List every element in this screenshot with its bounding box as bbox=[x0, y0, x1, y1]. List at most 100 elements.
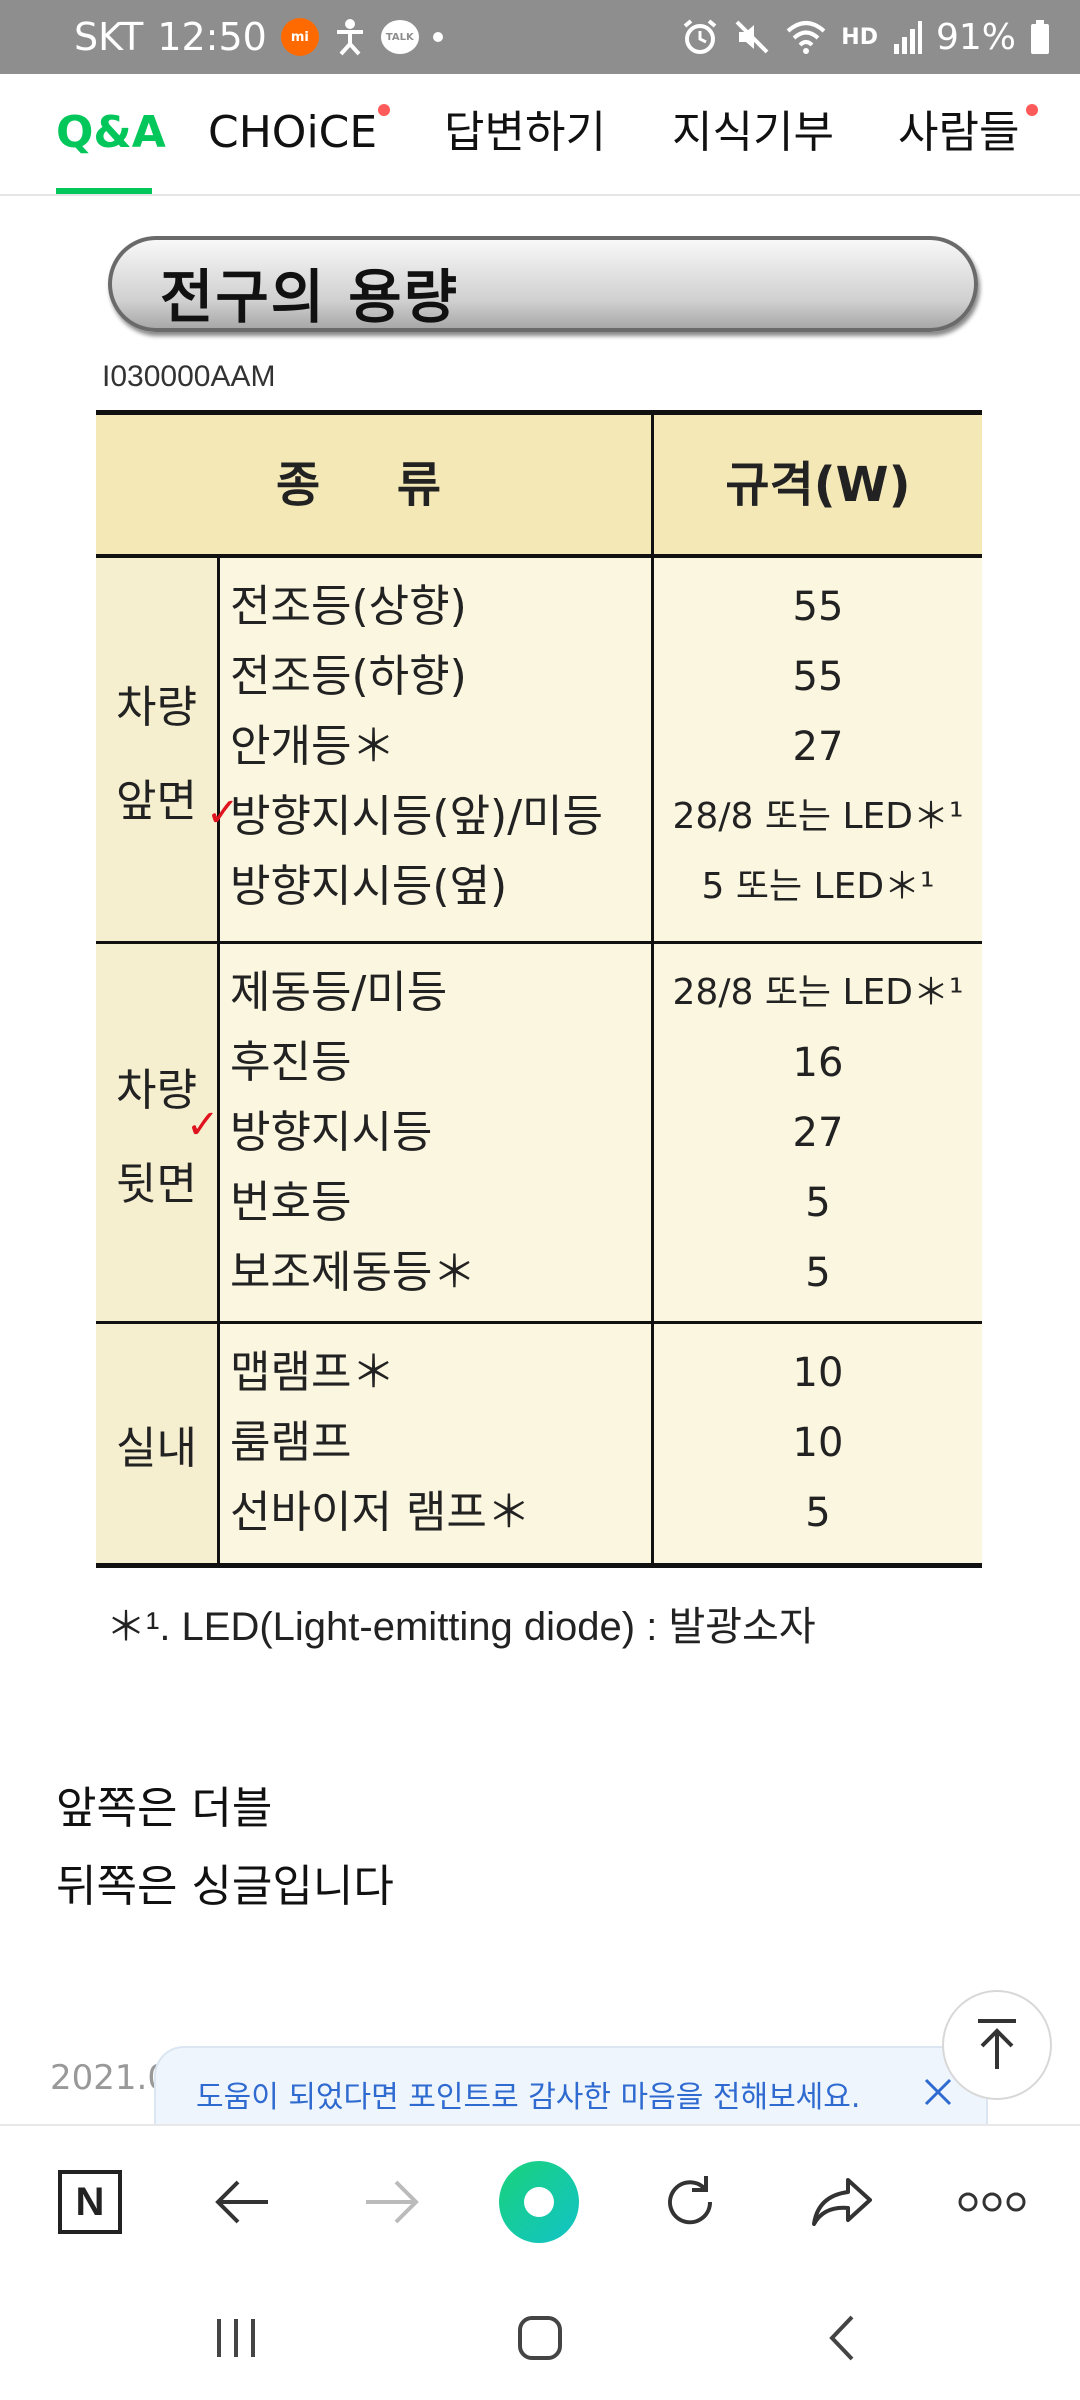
forward-arrow-icon bbox=[366, 2180, 419, 2224]
green-dot-icon bbox=[499, 2161, 579, 2243]
group-items: 맵램프＊ 룸램프 선바이저 램프＊ bbox=[220, 1324, 654, 1563]
table-row-spec: 5 bbox=[805, 1180, 831, 1226]
table-row-item: 전조등(하향) bbox=[230, 651, 467, 702]
home-icon bbox=[518, 2316, 562, 2360]
system-back-button[interactable] bbox=[802, 2298, 882, 2378]
naver-home-button[interactable]: N bbox=[50, 2162, 130, 2242]
alarm-icon bbox=[681, 18, 719, 56]
table-row-item: 전조등(상향) bbox=[230, 581, 467, 632]
answer-line: 앞쪽은 더블 bbox=[56, 1783, 273, 1834]
tab-qna[interactable]: Q&A bbox=[56, 107, 166, 158]
signal-icon bbox=[892, 20, 922, 54]
home-button[interactable] bbox=[500, 2298, 580, 2378]
scroll-to-top-button[interactable] bbox=[942, 1990, 1052, 2100]
table-row-item: 방향지시등(앞)/미등 bbox=[230, 791, 603, 842]
mi-app-icon: mi bbox=[280, 18, 319, 56]
arrow-up-icon bbox=[978, 2019, 1016, 2069]
more-notifications-icon bbox=[432, 32, 443, 42]
category-tabs: Q&A CHOiCE 답변하기 지식기부 사람들 bbox=[0, 74, 1080, 196]
table-group-rear: 차량 뒷면 제동등/미등 후진등 방향지시등 번호등 보조제동등＊ 28/8 또… bbox=[96, 944, 982, 1324]
manual-title: 전구의 용량 bbox=[160, 263, 459, 331]
hd-voice-icon: HD bbox=[841, 24, 878, 50]
table-row-item: 선바이저 램프＊ bbox=[230, 1487, 531, 1538]
clock: 12:50 bbox=[157, 15, 267, 59]
tab-choice[interactable]: CHOiCE bbox=[208, 107, 378, 158]
recent-apps-button[interactable] bbox=[196, 2298, 276, 2378]
red-check-mark: ✓ bbox=[206, 790, 240, 836]
new-indicator-dot bbox=[1026, 104, 1038, 116]
system-navigation-bar bbox=[0, 2276, 1080, 2400]
group-label-line: 차량 bbox=[116, 1064, 197, 1116]
kakaotalk-icon: TALK bbox=[380, 20, 419, 54]
table-header: 종 류 규격(W) bbox=[96, 410, 982, 558]
table-row-item: 안개등＊ bbox=[230, 721, 396, 772]
table-row-spec: 55 bbox=[792, 584, 844, 630]
header-spec: 규격(W) bbox=[725, 457, 911, 513]
table-row-spec: 5 bbox=[805, 1250, 831, 1296]
group-label: 차량 뒷면 bbox=[96, 944, 220, 1321]
status-left: SKT 12:50 mi TALK bbox=[74, 0, 443, 74]
group-label: 실내 bbox=[96, 1324, 220, 1563]
green-dot-button[interactable] bbox=[499, 2161, 579, 2243]
table-group-front: 차량 앞면 전조등(상향) 전조등(하향) 안개등＊ 방향지시등(앞)/미등 방… bbox=[96, 558, 982, 944]
table-row-item: 후진등 bbox=[230, 1037, 352, 1088]
back-button[interactable] bbox=[202, 2162, 282, 2242]
chevron-left-icon bbox=[829, 2315, 854, 2361]
manual-footnote: ＊¹. LED(Light-emitting diode) : 발광소자 bbox=[106, 1605, 816, 1649]
table-row-spec: 5 bbox=[805, 1490, 831, 1536]
table-row-spec: 27 bbox=[792, 1110, 844, 1156]
more-icon bbox=[958, 2192, 1026, 2212]
battery-percent: 91% bbox=[935, 16, 1016, 58]
table-row-spec: 5 또는 LED＊¹ bbox=[701, 866, 935, 907]
table-group-interior: 실내 맵램프＊ 룸램프 선바이저 램프＊ 10 10 5 bbox=[96, 1324, 982, 1568]
table-row-spec: 55 bbox=[792, 654, 844, 700]
table-row-spec: 10 bbox=[792, 1350, 844, 1396]
header-kind: 종 류 bbox=[96, 415, 654, 555]
table-row-spec: 28/8 또는 LED＊¹ bbox=[672, 972, 964, 1013]
status-right: HD 91% bbox=[681, 0, 1050, 74]
group-specs: 10 10 5 bbox=[654, 1324, 982, 1563]
battery-icon bbox=[1030, 20, 1050, 54]
active-tab-indicator bbox=[56, 188, 152, 194]
refresh-icon bbox=[668, 2176, 713, 2225]
table-row-item: 방향지시등(옆) bbox=[230, 861, 508, 912]
tab-knowledge-donation[interactable]: 지식기부 bbox=[672, 107, 834, 158]
table-row-spec: 16 bbox=[792, 1040, 844, 1086]
refresh-button[interactable] bbox=[650, 2162, 730, 2242]
group-label-line: 앞면 bbox=[116, 775, 197, 827]
share-button[interactable] bbox=[802, 2162, 882, 2242]
back-arrow-icon bbox=[215, 2180, 268, 2224]
browser-toolbar: N bbox=[0, 2124, 1080, 2276]
more-button[interactable] bbox=[952, 2162, 1032, 2242]
accessibility-icon bbox=[333, 18, 367, 56]
banner-text: 도움이 되었다면 포인트로 감사한 마음을 전해보세요. bbox=[196, 2080, 861, 2115]
table-row-item: 맵램프＊ bbox=[230, 1347, 396, 1398]
group-label: 차량 앞면 bbox=[96, 558, 220, 941]
manual-code: I030000AAM bbox=[102, 360, 276, 393]
tab-people[interactable]: 사람들 bbox=[898, 107, 1020, 158]
tab-answer[interactable]: 답변하기 bbox=[444, 107, 606, 158]
group-items: 제동등/미등 후진등 방향지시등 번호등 보조제동등＊ bbox=[220, 944, 654, 1321]
table-row-item: 룸램프 bbox=[230, 1417, 352, 1468]
answer-date: 2021.0 bbox=[50, 2058, 169, 2098]
table-row-item: 보조제동등＊ bbox=[230, 1247, 477, 1298]
group-specs: 55 55 27 28/8 또는 LED＊¹ 5 또는 LED＊¹ bbox=[654, 558, 982, 941]
carrier-label: SKT bbox=[74, 15, 144, 59]
thanks-points-banner[interactable]: 도움이 되었다면 포인트로 감사한 마음을 전해보세요. bbox=[154, 2046, 988, 2132]
share-icon bbox=[812, 2178, 872, 2226]
naver-home-icon: N bbox=[58, 2170, 122, 2234]
recent-apps-icon bbox=[217, 2319, 255, 2357]
group-specs: 28/8 또는 LED＊¹ 16 27 5 5 bbox=[654, 944, 982, 1321]
table-row-item: 제동등/미등 bbox=[230, 967, 448, 1018]
group-label-line: 뒷면 bbox=[116, 1158, 197, 1210]
table-row-item: 번호등 bbox=[230, 1177, 352, 1228]
group-items: 전조등(상향) 전조등(하향) 안개등＊ 방향지시등(앞)/미등 방향지시등(옆… bbox=[220, 558, 654, 941]
table-row-spec: 27 bbox=[792, 724, 844, 770]
group-label-line: 차량 bbox=[116, 681, 197, 733]
table-row-item: 방향지시등 bbox=[230, 1107, 433, 1158]
answer-line: 뒤쪽은 싱글입니다 bbox=[56, 1861, 394, 1912]
red-check-mark: ✓ bbox=[186, 1102, 220, 1148]
forward-button[interactable] bbox=[352, 2162, 432, 2242]
status-bar: SKT 12:50 mi TALK HD 91% bbox=[0, 0, 1080, 74]
close-icon[interactable] bbox=[920, 2074, 956, 2110]
